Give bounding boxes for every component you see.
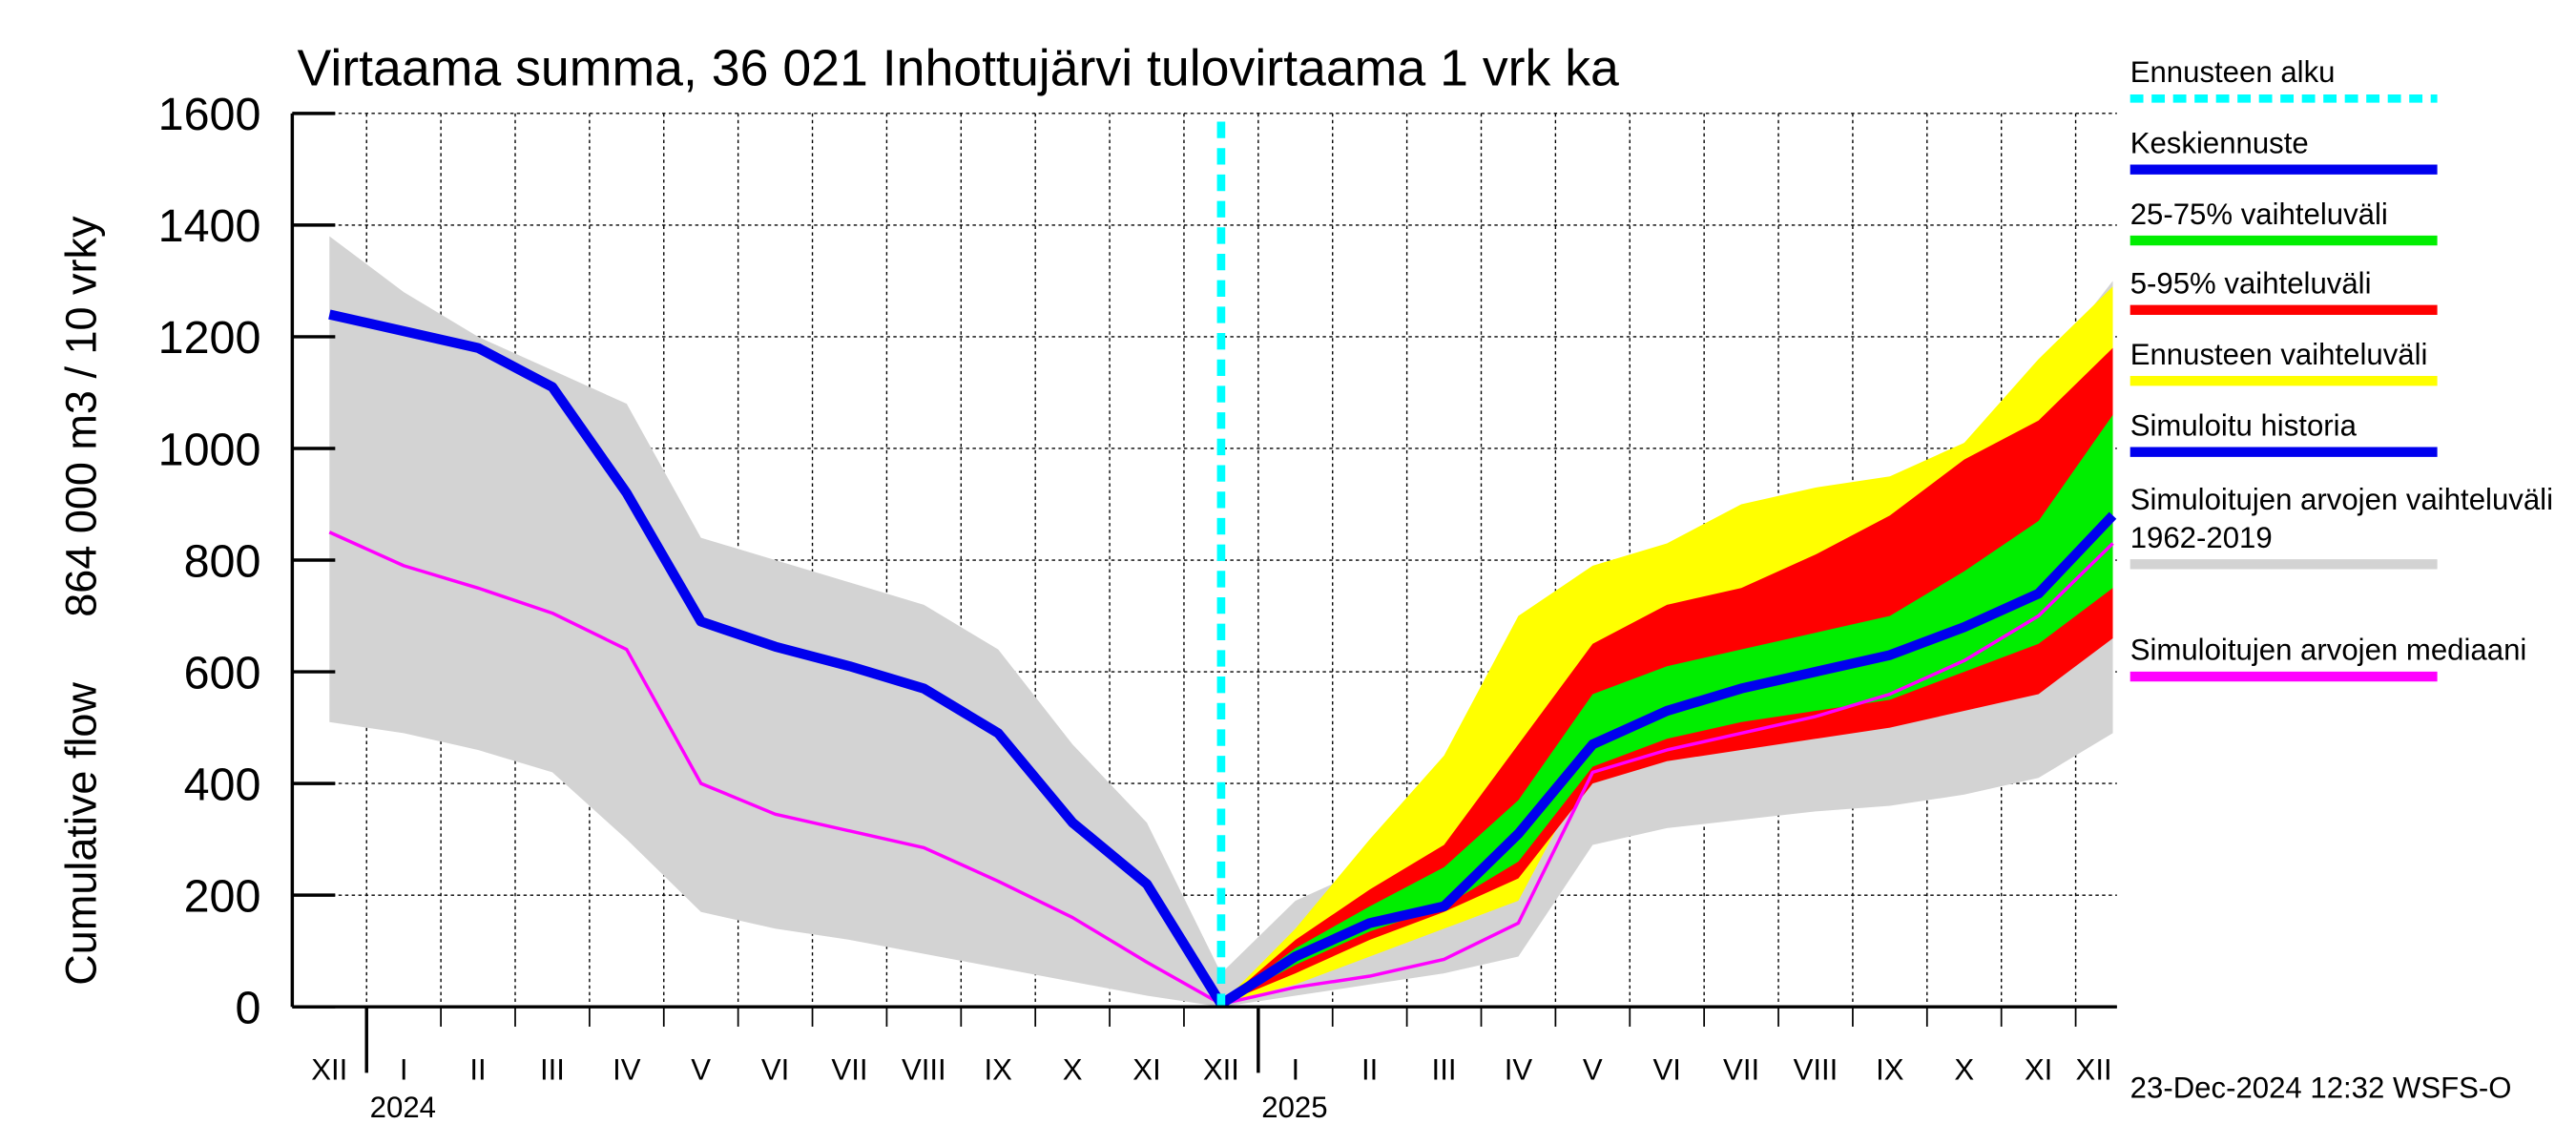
legend-label: Ennusteen vaihteluväli (2129, 338, 2428, 371)
x-tick-label: I (1291, 1052, 1299, 1086)
x-tick-label: XII (1203, 1052, 1239, 1086)
legend-entry: Ennusteen alku (2129, 55, 2336, 89)
legend-label: Simuloitu historia (2129, 408, 2357, 443)
x-tick-label: VII (1723, 1052, 1759, 1086)
x-tick-label: V (1583, 1052, 1603, 1086)
legend-entry: Ennusteen vaihteluväli (2129, 338, 2428, 371)
legend-label: 25-75% vaihteluväli (2129, 198, 2388, 231)
legend-label: Keskiennuste (2129, 126, 2309, 160)
plot-area (328, 121, 2117, 1008)
x-tick-label: VI (761, 1052, 789, 1086)
x-tick-label: XI (2025, 1052, 2052, 1086)
x-tick-label: IV (1505, 1052, 1533, 1086)
x-tick-label: XI (1132, 1052, 1160, 1086)
x-tick-label: VIII (1794, 1052, 1839, 1086)
x-tick-label: IV (613, 1052, 641, 1086)
legend-entry: Simuloitujen arvojen vaihteluväli 1962-2… (2129, 483, 2554, 554)
x-tick-label: I (400, 1052, 408, 1086)
x-tick-label: II (469, 1052, 486, 1086)
x-tick-label: XII (2076, 1052, 2112, 1086)
x-tick-label: X (1063, 1052, 1083, 1086)
x-tick-label: VI (1652, 1052, 1680, 1086)
x-tick-label: VII (831, 1052, 867, 1086)
y-tick-label: 200 (184, 870, 261, 922)
year-label: 2024 (370, 1091, 436, 1124)
year-label: 2025 (1261, 1091, 1327, 1124)
y-tick-label: 400 (184, 759, 261, 810)
x-tick-label: IX (985, 1052, 1013, 1086)
x-tick-label: VIII (902, 1052, 946, 1086)
x-tick-label: III (1432, 1052, 1457, 1086)
x-tick-label: XII (311, 1052, 347, 1086)
legend-label: 5-95% vaihteluväli (2129, 266, 2372, 301)
footer: 23-Dec-2024 12:32 WSFS-O (2130, 1071, 2512, 1104)
y-tick-label: 1600 (158, 89, 261, 140)
chart-title: Virtaama summa, 36 021 Inhottujärvi tulo… (298, 39, 1620, 96)
x-tick-label: II (1361, 1052, 1378, 1086)
x-tick-label: V (691, 1052, 711, 1086)
y-tick-label: 1000 (158, 424, 261, 475)
legend-entry: Simuloitu historia (2129, 408, 2357, 443)
series-line (1218, 511, 2117, 1008)
legend-entry: Simuloitujen arvojen mediaani (2129, 634, 2527, 667)
y-tick-label: 0 (236, 982, 261, 1033)
y-tick-label: 600 (184, 647, 261, 698)
x-tick-label: IX (1876, 1052, 1904, 1086)
legend: Ennusteen alku Keskiennuste 25-75% vaihtel… (2129, 55, 2554, 682)
y-tick-label: 1400 (158, 200, 261, 252)
legend-label: Simuloitujen arvojen mediaani (2129, 634, 2527, 667)
legend-entry: Keskiennuste (2129, 126, 2309, 160)
legend-entry: 25-75% vaihteluväli (2129, 198, 2388, 231)
series-line (328, 309, 1226, 1007)
legend-label: Ennusteen alku (2129, 55, 2336, 89)
y-axis-label: Cumulative flow (56, 682, 105, 986)
x-tick-label: III (540, 1052, 565, 1086)
legend-label: Simuloitujen arvojen vaihteluväli 1962-2… (2129, 483, 2554, 554)
y-axis-units: 864 000 m3 / 10 vrky (56, 216, 105, 617)
y-tick-label: 800 (184, 535, 261, 587)
y-tick-label: 1200 (158, 312, 261, 364)
x-tick-label: X (1954, 1052, 1974, 1086)
legend-entry: 5-95% vaihteluväli (2129, 266, 2372, 301)
